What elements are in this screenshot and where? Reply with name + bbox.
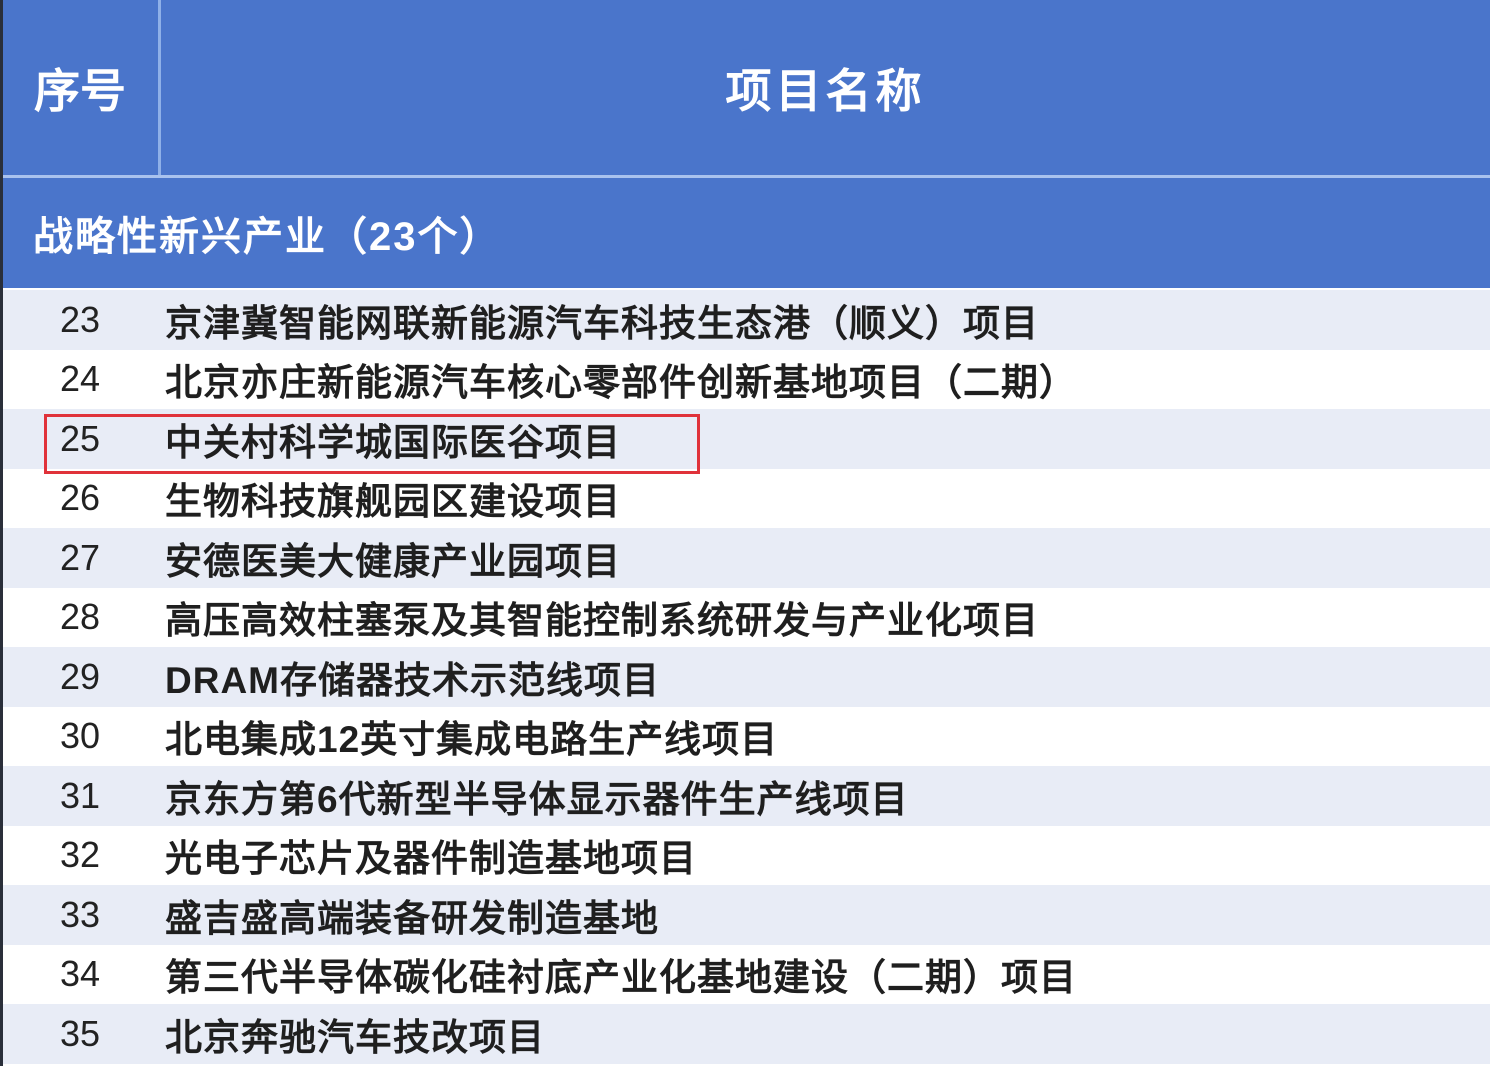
row-number: 31 (59, 774, 101, 816)
row-number: 27 (59, 536, 101, 578)
project-name: 北京奔驰汽车技改项目 (165, 1016, 545, 1058)
table-row: 31 京东方第6代新型半导体显示器件生产线项目 (3, 766, 1490, 826)
left-border (0, 0, 3, 1066)
table-row: 29 DRAM存储器技术示范线项目 (3, 647, 1490, 707)
table-row: 28 高压高效柱塞泵及其智能控制系统研发与产业化项目 (3, 588, 1490, 648)
project-name: 京东方第6代新型半导体显示器件生产线项目 (165, 778, 909, 820)
header-divider (3, 175, 1490, 178)
project-name: 中关村科学城国际医谷项目 (165, 421, 621, 463)
project-name: 盛吉盛高端装备研发制造基地 (165, 897, 659, 939)
table-row: 30 北电集成12英寸集成电路生产线项目 (3, 707, 1490, 767)
row-number: 32 (59, 834, 101, 876)
row-number: 28 (59, 596, 101, 638)
row-number: 24 (59, 358, 101, 400)
row-number: 26 (59, 477, 101, 519)
row-number: 29 (59, 655, 101, 697)
project-name: 光电子芯片及器件制造基地项目 (165, 838, 697, 880)
project-name: 高压高效柱塞泵及其智能控制系统研发与产业化项目 (165, 600, 1039, 642)
table-row: 34 第三代半导体碳化硅衬底产业化基地建设（二期）项目 (3, 945, 1490, 1005)
row-number: 30 (59, 715, 101, 757)
project-name: 北电集成12英寸集成电路生产线项目 (165, 719, 779, 761)
highlight-box (44, 414, 700, 474)
project-name: DRAM存储器技术示范线项目 (165, 659, 660, 701)
table-row: 33 盛吉盛高端装备研发制造基地 (3, 885, 1490, 945)
project-name: 第三代半导体碳化硅衬底产业化基地建设（二期）项目 (165, 957, 1077, 999)
row-number: 35 (59, 1012, 101, 1054)
project-name: 安德医美大健康产业园项目 (165, 540, 621, 582)
table-row: 27 安德医美大健康产业园项目 (3, 528, 1490, 588)
table-row: 35 北京奔驰汽车技改项目 (3, 1004, 1490, 1064)
row-number: 34 (59, 953, 101, 995)
column-divider (158, 0, 161, 175)
table-header: 序号 项目名称 (3, 0, 1490, 175)
table-row: 25 中关村科学城国际医谷项目 (3, 409, 1490, 469)
table-row: 32 光电子芯片及器件制造基地项目 (3, 826, 1490, 886)
column-header-name: 项目名称 (725, 64, 926, 117)
table-row: 24 北京亦庄新能源汽车核心零部件创新基地项目（二期） (3, 350, 1490, 410)
row-number: 33 (59, 893, 101, 935)
row-number: 23 (59, 298, 101, 340)
table-row: 26 生物科技旗舰园区建设项目 (3, 469, 1490, 529)
row-number: 25 (59, 417, 101, 459)
category-row: 战略性新兴产业（23个） (3, 178, 1490, 288)
project-name: 北京亦庄新能源汽车核心零部件创新基地项目（二期） (165, 362, 1077, 404)
project-name: 京津冀智能网联新能源汽车科技生态港（顺义）项目 (165, 302, 1039, 344)
column-header-seq: 序号 (34, 64, 126, 117)
project-name: 生物科技旗舰园区建设项目 (165, 481, 621, 523)
table-body: 23 京津冀智能网联新能源汽车科技生态港（顺义）项目 24 北京亦庄新能源汽车核心零部… (3, 290, 1490, 1064)
table-row: 23 京津冀智能网联新能源汽车科技生态港（顺义）项目 (3, 290, 1490, 350)
